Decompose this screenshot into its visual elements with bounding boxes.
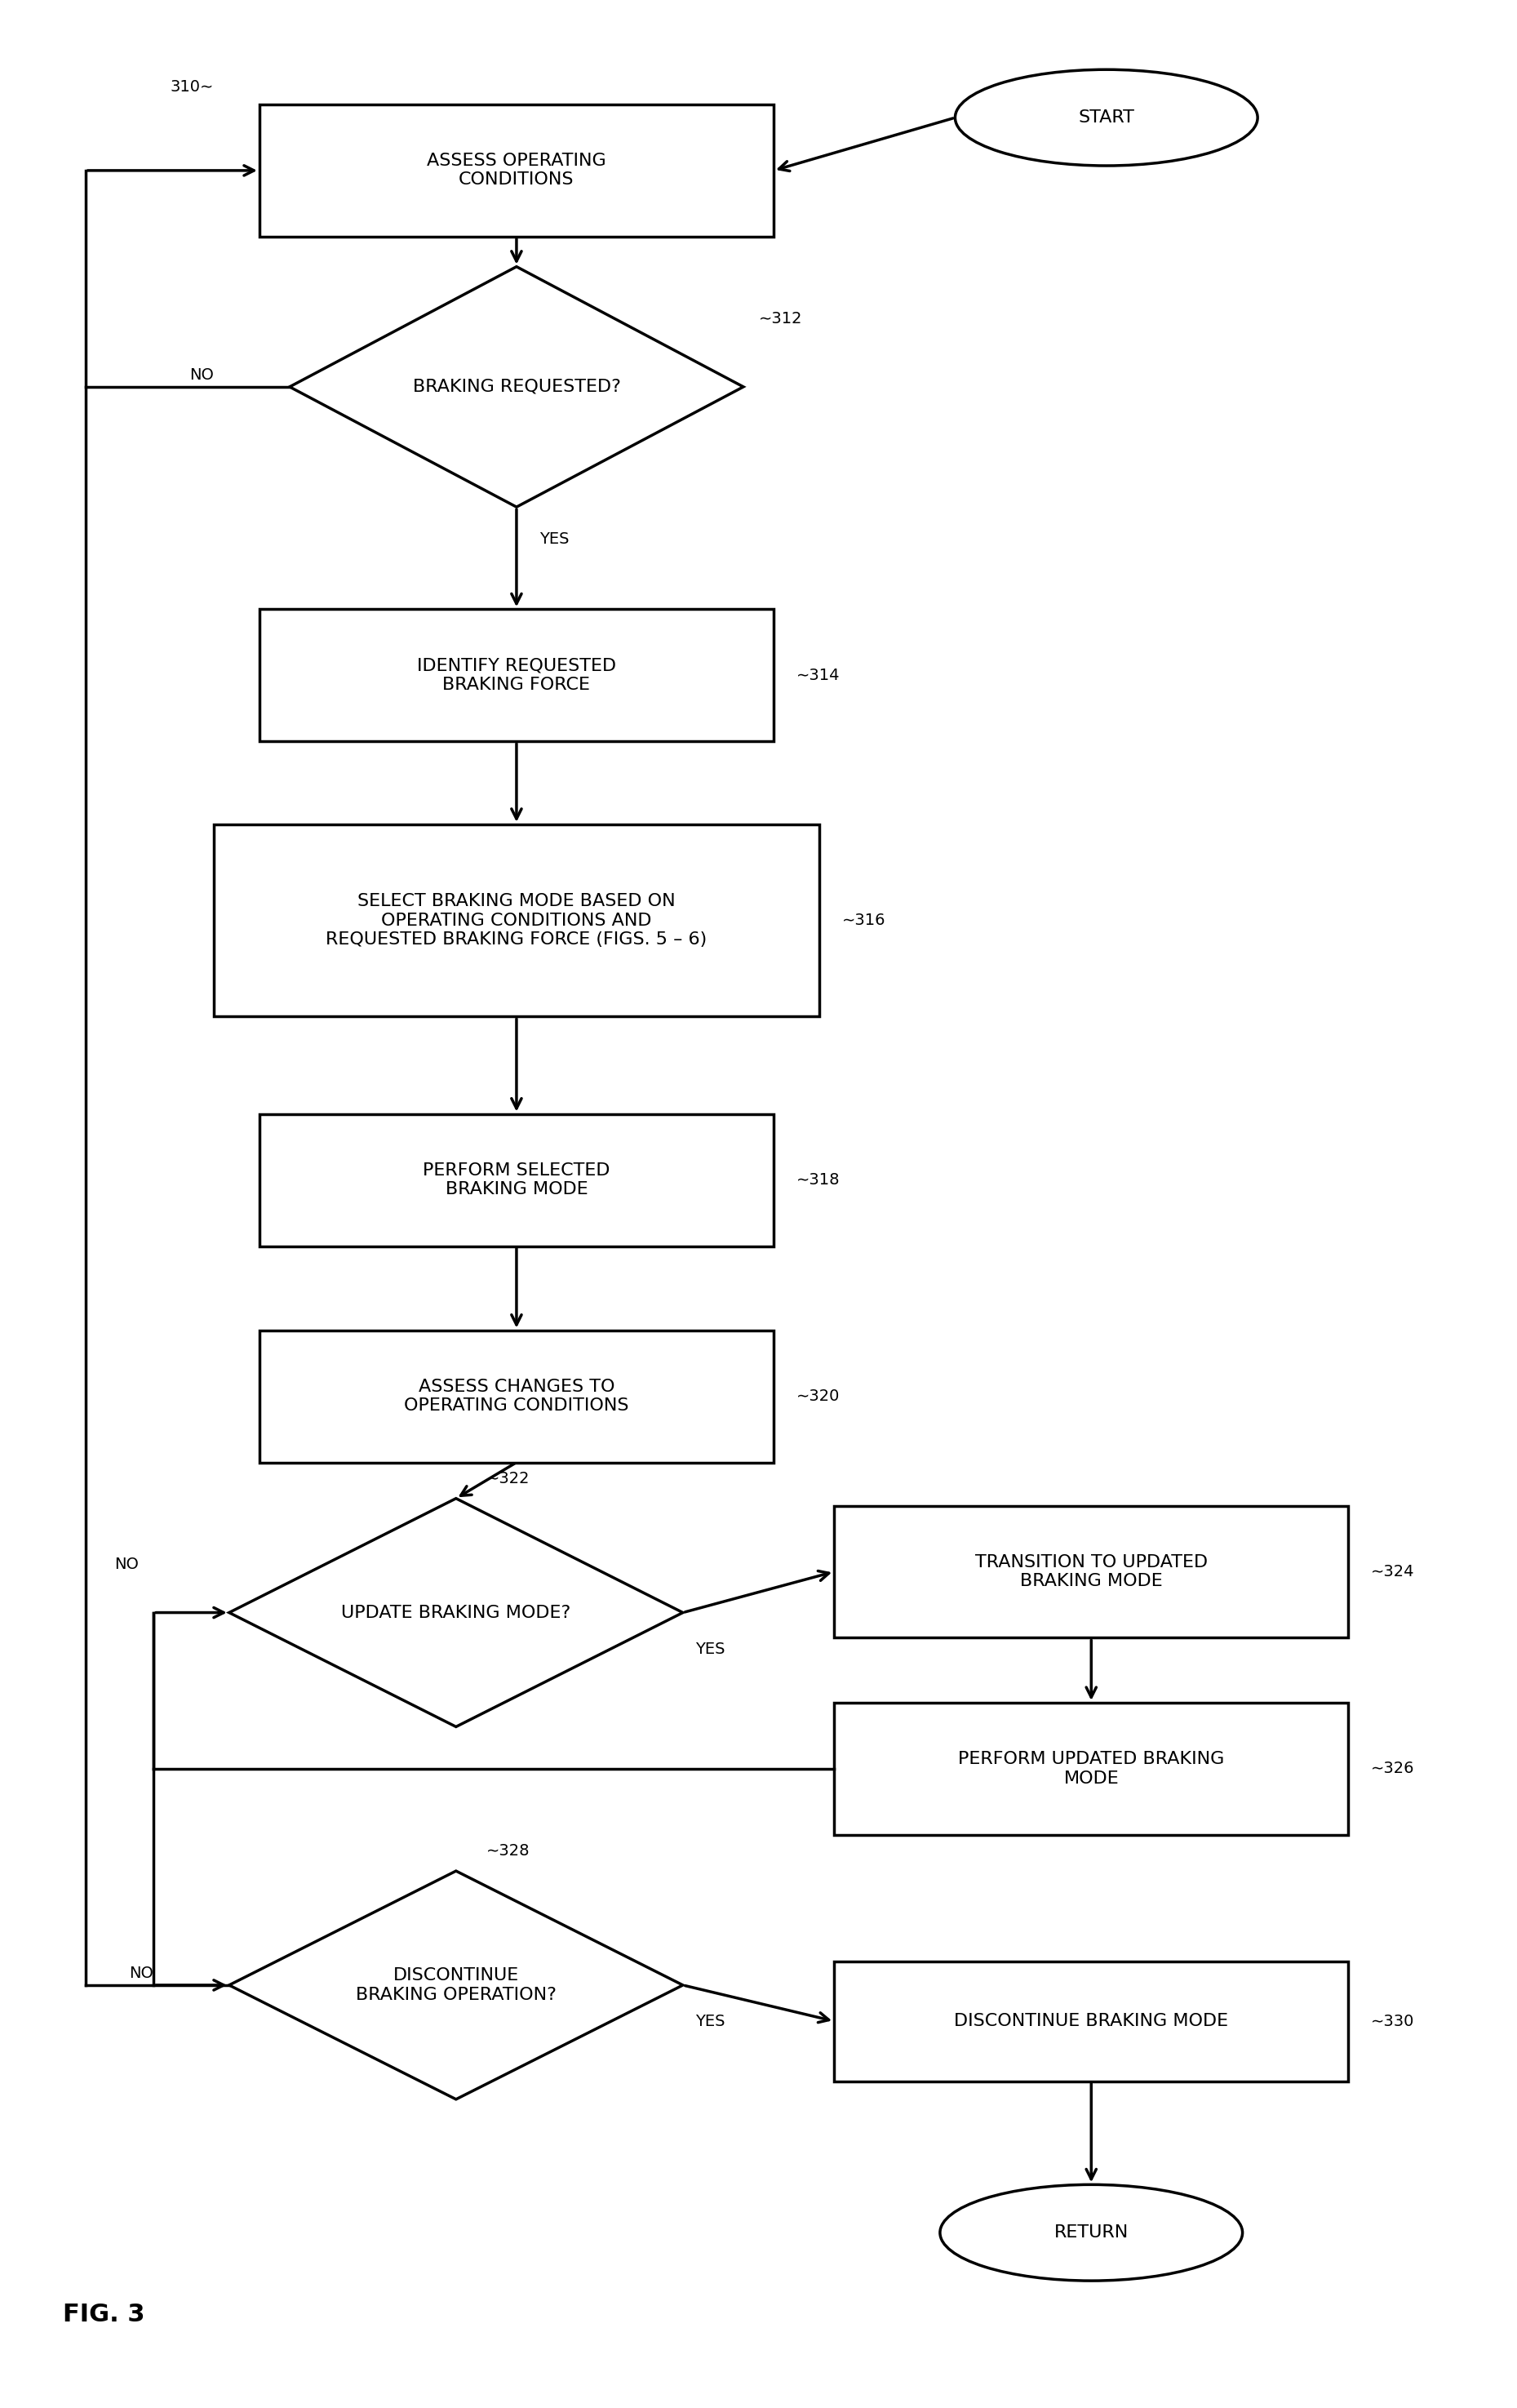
Text: YES: YES [695,1642,725,1657]
Text: ∼324: ∼324 [1371,1563,1415,1580]
Text: ∼314: ∼314 [796,667,840,684]
Text: TRANSITION TO UPDATED
BRAKING MODE: TRANSITION TO UPDATED BRAKING MODE [975,1553,1208,1589]
FancyBboxPatch shape [834,1960,1349,2081]
Text: UPDATE BRAKING MODE?: UPDATE BRAKING MODE? [341,1604,570,1621]
Text: ∼312: ∼312 [758,311,802,327]
Polygon shape [229,1498,683,1727]
Text: NO: NO [114,1556,138,1572]
Text: 310∼: 310∼ [170,79,214,94]
Text: NO: NO [129,1965,153,1982]
Text: DISCONTINUE
BRAKING OPERATION?: DISCONTINUE BRAKING OPERATION? [355,1967,557,2003]
Polygon shape [290,267,743,508]
FancyBboxPatch shape [259,104,774,236]
Ellipse shape [941,2184,1242,2280]
Text: DISCONTINUE BRAKING MODE: DISCONTINUE BRAKING MODE [954,2013,1229,2030]
Text: ∼318: ∼318 [796,1173,840,1187]
Text: FIG. 3: FIG. 3 [62,2302,144,2326]
Text: PERFORM SELECTED
BRAKING MODE: PERFORM SELECTED BRAKING MODE [423,1163,610,1197]
Text: ASSESS OPERATING
CONDITIONS: ASSESS OPERATING CONDITIONS [426,152,607,188]
Text: YES: YES [695,2013,725,2030]
Text: ∼326: ∼326 [1371,1760,1415,1777]
Text: PERFORM UPDATED BRAKING
MODE: PERFORM UPDATED BRAKING MODE [959,1751,1224,1787]
Text: ∼320: ∼320 [796,1389,840,1404]
FancyBboxPatch shape [259,1329,774,1462]
Text: ∼328: ∼328 [487,1845,529,1859]
Polygon shape [229,1871,683,2100]
Text: ∼316: ∼316 [842,913,886,927]
Ellipse shape [956,70,1258,166]
Text: ASSESS CHANGES TO
OPERATING CONDITIONS: ASSESS CHANGES TO OPERATING CONDITIONS [404,1380,630,1413]
Text: ∼322: ∼322 [487,1471,529,1486]
Text: RETURN: RETURN [1054,2225,1129,2242]
Text: START: START [1079,108,1135,125]
Text: NO: NO [190,366,214,383]
FancyBboxPatch shape [834,1505,1349,1637]
Text: IDENTIFY REQUESTED
BRAKING FORCE: IDENTIFY REQUESTED BRAKING FORCE [417,657,616,694]
Text: ∼330: ∼330 [1371,2013,1415,2030]
FancyBboxPatch shape [259,1115,774,1245]
Text: YES: YES [539,532,569,547]
Text: SELECT BRAKING MODE BASED ON
OPERATING CONDITIONS AND
REQUESTED BRAKING FORCE (F: SELECT BRAKING MODE BASED ON OPERATING C… [326,893,707,946]
Text: BRAKING REQUESTED?: BRAKING REQUESTED? [413,378,620,395]
FancyBboxPatch shape [834,1702,1349,1835]
FancyBboxPatch shape [259,609,774,742]
FancyBboxPatch shape [214,824,819,1016]
